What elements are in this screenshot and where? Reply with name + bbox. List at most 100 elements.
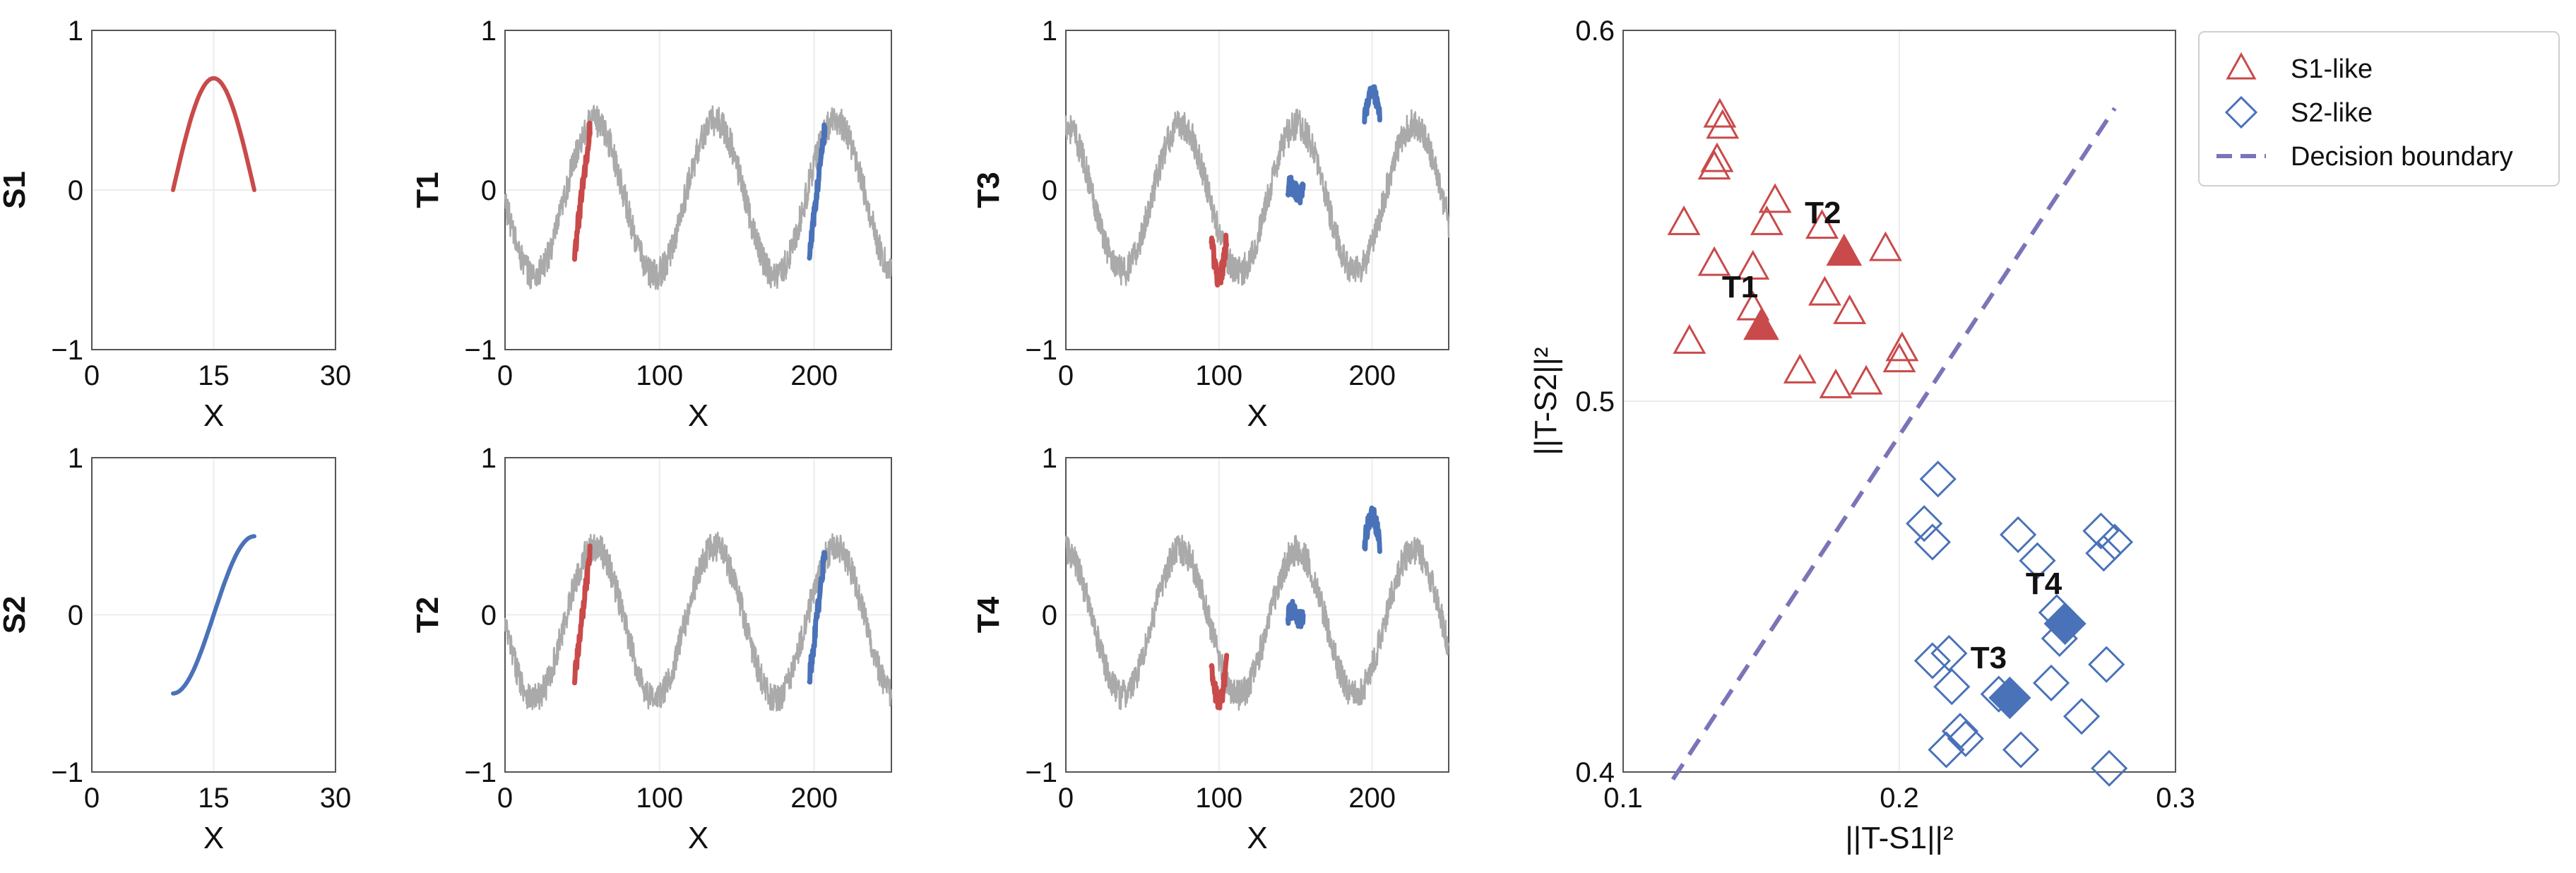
x-tick-label: 100 bbox=[636, 360, 683, 391]
annotation-t1: T1 bbox=[1722, 270, 1758, 304]
plot-frame bbox=[504, 30, 892, 350]
y-axis-label: S2 bbox=[0, 596, 32, 634]
y-tick-label: 1 bbox=[1042, 16, 1057, 47]
x-tick-label: 30 bbox=[320, 360, 352, 391]
scatter-point-s2-like bbox=[1919, 461, 1957, 498]
scatter-point-s2-like bbox=[2019, 542, 2056, 579]
scatter-point-s1-like bbox=[1667, 205, 1701, 235]
x-tick-label: 200 bbox=[1348, 360, 1396, 391]
scatter-point-s2-like bbox=[2032, 664, 2070, 702]
scatter-point-s1-like bbox=[1706, 109, 1740, 139]
legend-label: Decision boundary bbox=[2291, 142, 2513, 172]
scatter-point-s2-like bbox=[2000, 516, 2037, 554]
time-series-line bbox=[1064, 534, 1450, 711]
scatter-point-s2-like bbox=[2062, 698, 2101, 735]
annotation-t4: T4 bbox=[2026, 566, 2062, 601]
y-axis-label: T1 bbox=[410, 172, 445, 208]
y-tick-label: 0 bbox=[68, 175, 83, 206]
matched-segment bbox=[1285, 174, 1306, 206]
scatter-point-s1-like bbox=[1808, 275, 1841, 306]
matched-segment bbox=[807, 122, 828, 261]
x-tick-label: 100 bbox=[1195, 783, 1242, 814]
scatter-point-s1-like bbox=[1819, 368, 1853, 398]
y-tick-label: 0 bbox=[68, 600, 83, 631]
scatter-point-s1-like bbox=[1697, 246, 1731, 276]
scatter-point-s2-like bbox=[2088, 646, 2125, 683]
y-tick-label: 0.6 bbox=[1575, 16, 1615, 47]
matched-segment bbox=[807, 550, 828, 685]
highlight-point-t1 bbox=[1743, 307, 1779, 340]
x-tick-label: 200 bbox=[790, 783, 838, 814]
panel-scatter: 0.1 0.2 0.3 0.4 0.5 0.6 ||T-S1||² ||T-S2||² T1 T2… bbox=[1529, 16, 2195, 855]
time-series-line bbox=[1064, 108, 1450, 286]
scatter-point-s1-like bbox=[1805, 209, 1839, 239]
scatter-point-s1-like bbox=[1700, 142, 1734, 172]
annotation-t2: T2 bbox=[1805, 196, 1841, 230]
y-tick-label: 1 bbox=[481, 443, 497, 474]
x-tick-label: 0 bbox=[84, 783, 100, 814]
scatter-point-s2-like bbox=[1941, 713, 1979, 750]
y-tick-label: −1 bbox=[51, 757, 83, 788]
highlight-point-t4 bbox=[2043, 602, 2087, 646]
scatter-point-s2-like bbox=[1906, 505, 1943, 542]
matched-segment bbox=[572, 120, 593, 262]
scatter-point-s2-like bbox=[1928, 731, 1965, 768]
legend-marker-diamond bbox=[2224, 95, 2258, 129]
scatter-point-s1-like bbox=[1697, 150, 1731, 180]
legend: S1-like S2-like Decision boundary bbox=[2198, 31, 2560, 186]
plot-frame bbox=[91, 30, 336, 350]
scatter-point-s1-like bbox=[1882, 343, 1916, 373]
x-tick-label: 0 bbox=[84, 360, 100, 391]
matched-segment bbox=[1362, 505, 1382, 554]
y-axis-label: T2 bbox=[410, 597, 445, 633]
x-tick-label: 0.3 bbox=[2156, 783, 2195, 814]
x-axis-label: X bbox=[203, 821, 224, 855]
y-axis-label: S1 bbox=[0, 171, 32, 209]
time-series-line bbox=[504, 531, 893, 712]
shapelet-line bbox=[171, 76, 256, 192]
y-tick-label: −1 bbox=[1025, 757, 1057, 788]
scatter-point-s2-like bbox=[2002, 731, 2040, 768]
y-tick-label: 0 bbox=[481, 600, 497, 631]
scatter-point-s1-like bbox=[1736, 249, 1770, 280]
x-tick-label: 30 bbox=[320, 783, 352, 814]
x-tick-label: 0.1 bbox=[1603, 783, 1643, 814]
legend-label: S1-like bbox=[2291, 54, 2373, 84]
x-tick-label: 200 bbox=[790, 360, 838, 391]
shapelet-line bbox=[171, 534, 256, 696]
scatter-point-s1-like bbox=[1885, 331, 1919, 362]
x-tick-label: 100 bbox=[1195, 360, 1242, 391]
y-tick-label: 1 bbox=[481, 16, 497, 47]
y-axis-label: T4 bbox=[971, 596, 1006, 633]
highlight-point-t2 bbox=[1826, 233, 1863, 266]
scatter-point-s1-like bbox=[1750, 205, 1783, 235]
y-tick-label: 1 bbox=[68, 443, 83, 474]
y-tick-label: 1 bbox=[1042, 443, 1057, 474]
scatter-point-s2-like bbox=[2096, 523, 2134, 561]
scatter-point-s1-like bbox=[1736, 290, 1770, 321]
y-tick-label: −1 bbox=[464, 757, 497, 788]
scatter-point-s2-like bbox=[2091, 749, 2128, 787]
legend-label: S2-like bbox=[2291, 98, 2373, 128]
y-tick-label: 1 bbox=[68, 16, 83, 47]
y-tick-label: 0 bbox=[481, 175, 497, 206]
y-axis-label: ||T-S2||² bbox=[1529, 347, 1563, 455]
plot-frame bbox=[504, 457, 892, 773]
y-tick-label: −1 bbox=[1025, 335, 1057, 366]
scatter-point-s2-like bbox=[1933, 668, 1971, 706]
plot-frame bbox=[1622, 30, 2176, 773]
y-tick-label: 0.5 bbox=[1575, 386, 1615, 417]
scatter-point-s1-like bbox=[1758, 183, 1792, 213]
y-tick-label: −1 bbox=[51, 335, 83, 366]
matched-segment bbox=[1209, 653, 1230, 711]
x-tick-label: 0 bbox=[1058, 360, 1074, 391]
x-axis-label: X bbox=[203, 398, 224, 433]
scatter-point-s1-like bbox=[1673, 323, 1707, 354]
matched-segment bbox=[572, 543, 593, 686]
